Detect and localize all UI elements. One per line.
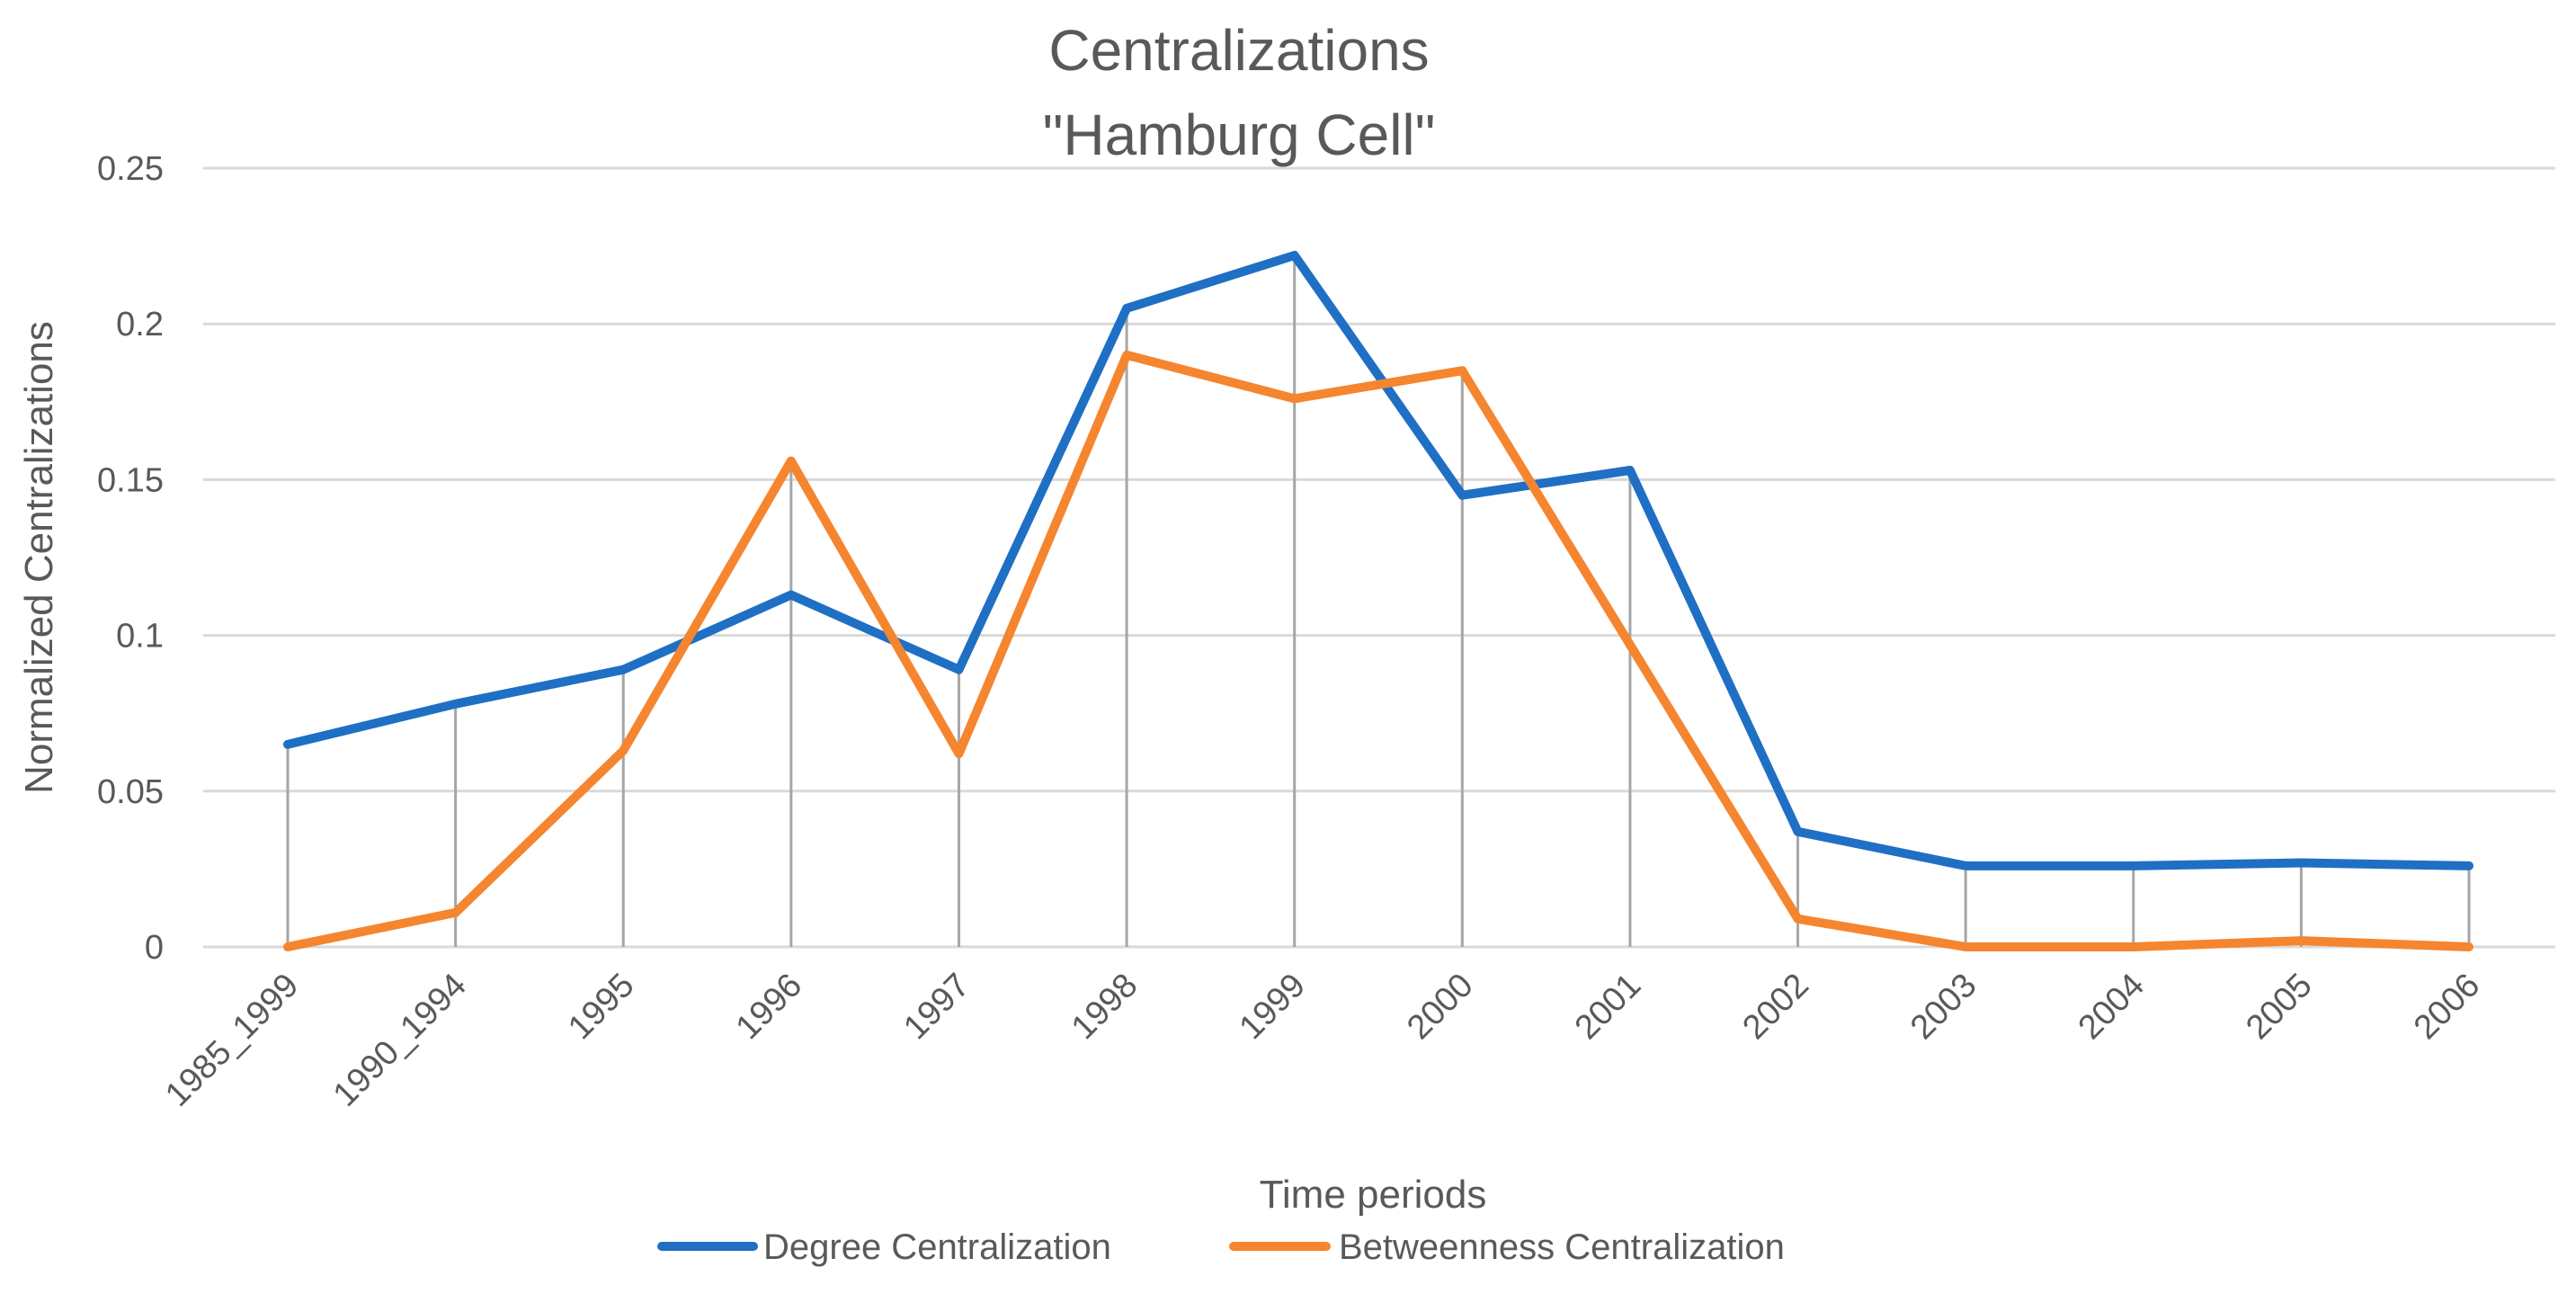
data-point-betweenness-centralization bbox=[955, 750, 963, 758]
data-point-betweenness-centralization bbox=[1794, 915, 1802, 923]
x-tick-label: 2003 bbox=[1903, 967, 1983, 1047]
data-point-betweenness-centralization bbox=[451, 908, 459, 916]
data-point-betweenness-centralization bbox=[1123, 351, 1131, 359]
series-line-degree-centralization bbox=[283, 251, 2473, 870]
data-point-betweenness-centralization bbox=[1626, 640, 1634, 648]
data-point-degree-centralization bbox=[1794, 827, 1802, 835]
data-point-betweenness-centralization bbox=[2465, 943, 2473, 950]
y-tick-label: 0 bbox=[145, 929, 164, 967]
data-point-betweenness-centralization bbox=[619, 746, 628, 754]
legend-label-betweenness: Betweenness Centralization bbox=[1339, 1227, 1785, 1267]
data-point-degree-centralization bbox=[787, 591, 795, 599]
x-tick-label: 2001 bbox=[1568, 967, 1648, 1047]
data-point-degree-centralization bbox=[284, 740, 291, 748]
x-axis-label: Time periods bbox=[1260, 1173, 1487, 1217]
x-tick-label: 1997 bbox=[896, 967, 976, 1047]
data-point-degree-centralization bbox=[2465, 861, 2473, 870]
data-point-betweenness-centralization bbox=[2129, 943, 2137, 950]
y-tick-label: 0.1 bbox=[116, 618, 164, 656]
series-line-betweenness-centralization bbox=[283, 350, 2473, 951]
data-point-degree-centralization bbox=[1458, 491, 1466, 499]
legend: Degree Centralization Betweenness Centra… bbox=[657, 1227, 1785, 1267]
gridlines bbox=[203, 166, 2555, 949]
y-axis-ticks: 0 0.05 0.1 0.15 0.2 0.25 bbox=[97, 150, 164, 967]
y-axis-label: Normalized Centralizations bbox=[17, 321, 61, 794]
x-tick-label: 2004 bbox=[2072, 967, 2152, 1047]
data-point-betweenness-centralization bbox=[2297, 937, 2305, 945]
data-point-degree-centralization bbox=[1962, 861, 1970, 870]
chart-title: Centralizations bbox=[1048, 18, 1429, 83]
x-tick-label: 1999 bbox=[1233, 967, 1313, 1047]
data-point-betweenness-centralization bbox=[1962, 943, 1970, 950]
x-tick-label: 1985_1999 bbox=[158, 967, 306, 1114]
drop-lines bbox=[286, 254, 2471, 947]
legend-label-degree: Degree Centralization bbox=[763, 1227, 1111, 1267]
data-point-degree-centralization bbox=[2129, 861, 2137, 870]
data-point-degree-centralization bbox=[1123, 304, 1131, 312]
data-point-degree-centralization bbox=[1290, 251, 1298, 259]
data-point-degree-centralization bbox=[1626, 467, 1634, 475]
data-point-betweenness-centralization bbox=[787, 457, 795, 465]
y-tick-label: 0.25 bbox=[97, 150, 164, 188]
x-tick-label: 2000 bbox=[1400, 967, 1480, 1047]
y-tick-label: 0.15 bbox=[97, 461, 164, 499]
y-tick-label: 0.2 bbox=[116, 306, 164, 344]
data-point-betweenness-centralization bbox=[1458, 367, 1466, 375]
x-tick-label: 1995 bbox=[561, 967, 641, 1047]
x-tick-label: 1998 bbox=[1065, 967, 1145, 1047]
x-tick-label: 2002 bbox=[1735, 967, 1815, 1047]
data-point-degree-centralization bbox=[451, 700, 459, 708]
x-tick-label: 2006 bbox=[2407, 967, 2487, 1047]
x-tick-label: 1996 bbox=[729, 967, 809, 1047]
x-tick-label: 2005 bbox=[2239, 967, 2319, 1047]
x-axis-ticks: 1985_1999 1990_1994 1995 1996 1997 1998 1999 20… bbox=[158, 967, 2487, 1114]
data-point-betweenness-centralization bbox=[284, 943, 291, 950]
data-point-degree-centralization bbox=[619, 665, 628, 674]
chart-subtitle: "Hamburg Cell" bbox=[1043, 103, 1436, 167]
y-tick-label: 0.05 bbox=[97, 773, 164, 811]
series-lines bbox=[283, 251, 2473, 951]
x-tick-label: 1990_1994 bbox=[326, 967, 474, 1114]
data-point-degree-centralization bbox=[955, 665, 963, 674]
data-point-degree-centralization bbox=[2297, 859, 2305, 867]
data-point-betweenness-centralization bbox=[1290, 395, 1298, 403]
